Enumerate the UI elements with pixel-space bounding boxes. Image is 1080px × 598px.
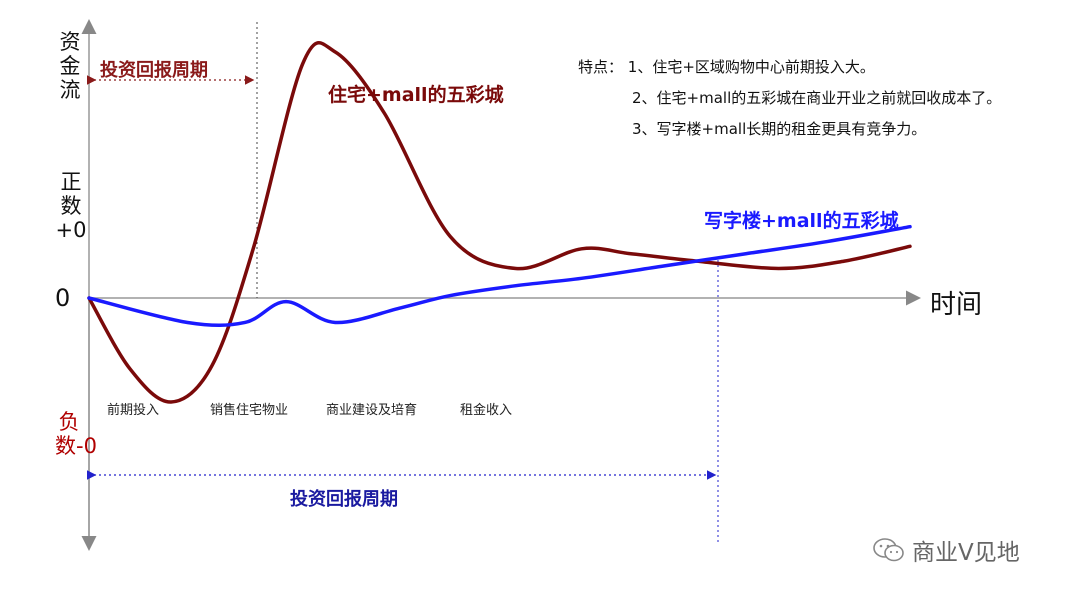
series-label-office: 写字楼+mall的五彩城	[704, 210, 899, 232]
top-period-label: 投资回报周期	[100, 60, 208, 81]
watermark: 商业V见地	[872, 533, 1020, 567]
wechat-icon	[873, 538, 904, 562]
notes-box: 特点： 1、住宅+区域购物中心前期投入大。 2、住宅+mall的五彩城在商业开业…	[578, 52, 1001, 145]
y-axis-title: 资金流	[59, 30, 81, 102]
y-positive-label: 正数+0	[55, 170, 87, 242]
y-negative-label: 负数-0	[55, 410, 97, 458]
stage-label-2: 销售住宅物业	[210, 403, 289, 418]
note-line-1: 特点： 1、住宅+区域购物中心前期投入大。	[578, 58, 875, 76]
stage-label-1: 前期投入	[107, 403, 160, 418]
note-line-2: 2、住宅+mall的五彩城在商业开业之前就回收成本了。	[632, 89, 1002, 107]
stage-label-3: 商业建设及培育	[326, 403, 418, 418]
note-line-3: 3、写字楼+mall长期的租金更具有竞争力。	[632, 120, 927, 138]
series-line-residential-mall	[87, 41, 912, 404]
origin-label: 0	[55, 284, 71, 312]
watermark-text: 商业V见地	[912, 540, 1020, 566]
series-label-residential: 住宅+mall的五彩城	[328, 84, 504, 106]
bottom-period-label: 投资回报周期	[290, 489, 398, 510]
x-axis-title: 时间	[930, 290, 983, 320]
stage-label-4: 租金收入	[460, 403, 513, 418]
series-line-office-mall	[87, 224, 912, 328]
series-layer	[87, 41, 912, 404]
